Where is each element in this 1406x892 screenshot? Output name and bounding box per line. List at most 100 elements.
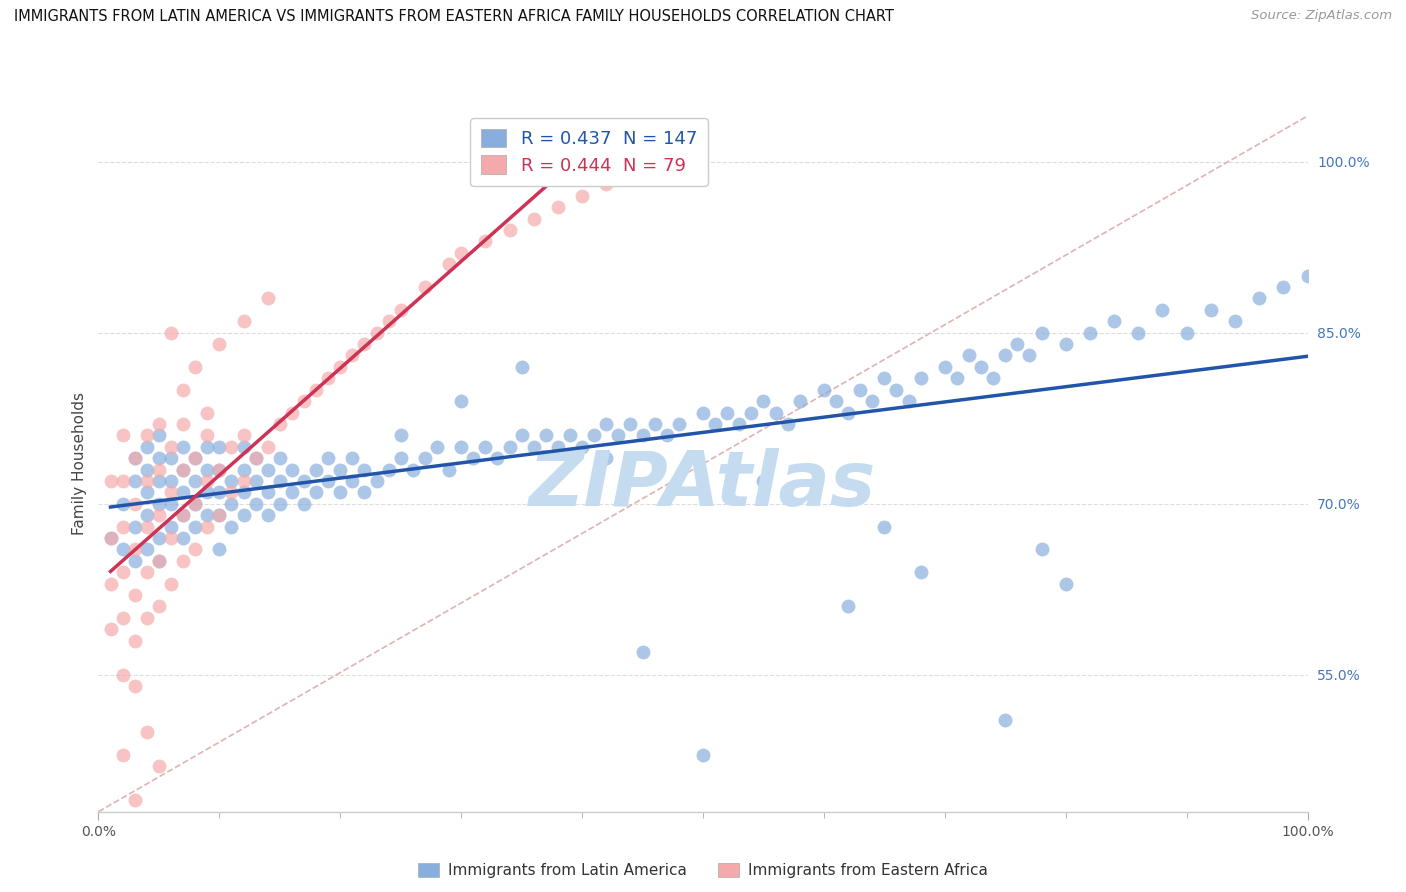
Point: [886, 383, 908, 397]
Point: [148, 599, 170, 614]
Point: [1031, 542, 1053, 557]
Point: [752, 474, 775, 488]
Point: [135, 724, 157, 739]
Point: [692, 405, 714, 419]
Point: [172, 508, 194, 523]
Point: [135, 542, 157, 557]
Point: [897, 394, 920, 409]
Y-axis label: Family Households: Family Households: [72, 392, 87, 535]
Point: [148, 508, 170, 523]
Point: [148, 462, 170, 476]
Point: [148, 554, 170, 568]
Point: [172, 462, 194, 476]
Point: [195, 485, 218, 500]
Point: [135, 565, 157, 579]
Point: [752, 394, 775, 409]
Point: [837, 405, 859, 419]
Point: [135, 485, 157, 500]
Point: [124, 633, 146, 648]
Point: [135, 519, 157, 533]
Point: [208, 508, 231, 523]
Point: [994, 714, 1017, 728]
Point: [1249, 292, 1271, 306]
Point: [148, 417, 170, 431]
Point: [1102, 314, 1125, 328]
Point: [135, 474, 157, 488]
Point: [571, 189, 593, 203]
Point: [124, 497, 146, 511]
Point: [160, 451, 183, 466]
Point: [195, 428, 218, 442]
Point: [910, 371, 932, 385]
Point: [377, 314, 399, 328]
Point: [184, 497, 207, 511]
Point: [813, 383, 835, 397]
Point: [269, 451, 291, 466]
Point: [910, 565, 932, 579]
Point: [172, 383, 194, 397]
Point: [269, 474, 291, 488]
Point: [1007, 337, 1029, 351]
Point: [934, 359, 956, 374]
Point: [135, 462, 157, 476]
Point: [269, 497, 291, 511]
Point: [789, 394, 811, 409]
Point: [558, 428, 581, 442]
Point: [221, 519, 243, 533]
Point: [221, 485, 243, 500]
Point: [160, 519, 183, 533]
Text: Source: ZipAtlas.com: Source: ZipAtlas.com: [1251, 9, 1392, 22]
Point: [232, 314, 254, 328]
Point: [450, 245, 472, 260]
Point: [1054, 576, 1077, 591]
Point: [728, 417, 751, 431]
Point: [740, 405, 762, 419]
Point: [281, 485, 304, 500]
Point: [245, 451, 267, 466]
Point: [208, 462, 231, 476]
Point: [873, 371, 896, 385]
Point: [124, 679, 146, 693]
Point: [232, 462, 254, 476]
Point: [534, 428, 557, 442]
Point: [221, 497, 243, 511]
Point: [160, 326, 183, 340]
Point: [329, 359, 352, 374]
Point: [413, 451, 436, 466]
Point: [1272, 280, 1295, 294]
Point: [716, 405, 738, 419]
Point: [571, 440, 593, 454]
Point: [450, 440, 472, 454]
Point: [353, 485, 375, 500]
Point: [111, 747, 134, 762]
Point: [124, 588, 146, 602]
Point: [111, 519, 134, 533]
Point: [994, 349, 1017, 363]
Point: [776, 417, 799, 431]
Legend: Immigrants from Latin America, Immigrants from Eastern Africa: Immigrants from Latin America, Immigrant…: [412, 857, 994, 884]
Point: [208, 508, 231, 523]
Point: [389, 451, 412, 466]
Point: [595, 417, 617, 431]
Point: [148, 428, 170, 442]
Point: [232, 508, 254, 523]
Point: [305, 462, 328, 476]
Point: [124, 474, 146, 488]
Point: [437, 462, 460, 476]
Point: [342, 451, 364, 466]
Point: [160, 531, 183, 545]
Point: [245, 474, 267, 488]
Point: [160, 440, 183, 454]
Point: [172, 462, 194, 476]
Point: [607, 428, 630, 442]
Point: [195, 519, 218, 533]
Point: [486, 451, 509, 466]
Point: [292, 497, 315, 511]
Point: [523, 211, 546, 226]
Point: [510, 428, 533, 442]
Point: [111, 474, 134, 488]
Point: [100, 576, 122, 591]
Point: [221, 474, 243, 488]
Point: [172, 531, 194, 545]
Point: [172, 554, 194, 568]
